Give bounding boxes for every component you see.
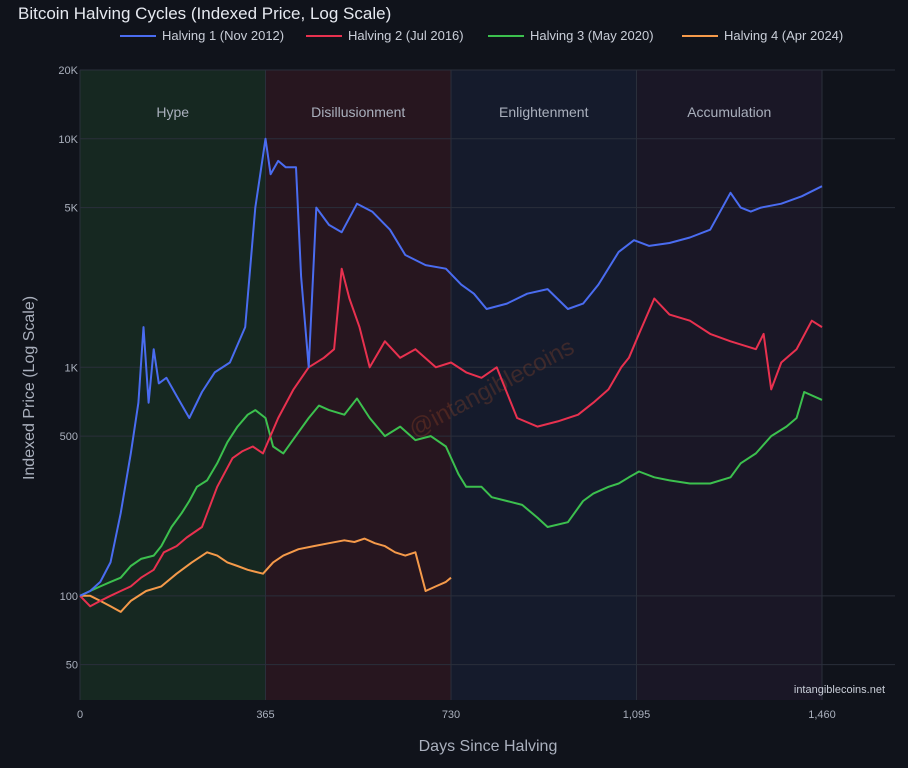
y-tick-label: 10K [58,134,78,146]
legend-label: Halving 4 (Apr 2024) [724,28,844,43]
legend-label: Halving 3 (May 2020) [530,28,654,43]
x-tick-label: 730 [442,709,460,721]
phase-label: Accumulation [687,104,771,120]
legend-label: Halving 2 (Jul 2016) [348,28,464,43]
phase-label: Hype [156,104,189,120]
y-tick-label: 50 [66,660,78,672]
series-line-3 [79,391,823,597]
y-tick-label: 500 [60,431,78,443]
series-line-1 [79,137,823,597]
legend-item-3[interactable]: Halving 3 (May 2020) [488,28,654,43]
x-tick-label: 1,460 [808,709,836,721]
legend-item-2[interactable]: Halving 2 (Jul 2016) [306,28,464,43]
chart-title: Bitcoin Halving Cycles (Indexed Price, L… [18,4,392,23]
x-tick-label: 365 [256,709,274,721]
y-tick-label: 100 [60,591,78,603]
x-tick-label: 1,095 [623,709,651,721]
y-tick-label: 1K [65,362,79,374]
phase-label: Enlightenment [499,104,589,120]
series-line-4 [80,537,452,613]
legend-swatch [682,34,718,37]
legend-label: Halving 1 (Nov 2012) [162,28,285,43]
chart-legend: Halving 1 (Nov 2012) Halving 2 (Jul 2016)… [0,28,908,46]
phase-label: Disillusionment [311,104,405,120]
phase-band-2 [451,70,637,700]
legend-item-4[interactable]: Halving 4 (Apr 2024) [682,28,843,43]
credit-text: intangiblecoins.net [794,684,885,696]
phase-band-1 [265,70,451,700]
legend-swatch [306,34,342,37]
x-axis-title: Days Since Halving [419,738,558,755]
x-tick-label: 0 [77,709,83,721]
legend-item-1[interactable]: Halving 1 (Nov 2012) [120,28,284,43]
y-axis-title: Indexed Price (Log Scale) [21,296,38,480]
series-line-2 [79,267,823,608]
phase-band-3 [636,70,822,700]
y-tick-label: 20K [58,65,78,77]
legend-swatch [120,34,156,37]
legend-swatch [488,34,524,37]
y-tick-label: 5K [65,203,79,215]
